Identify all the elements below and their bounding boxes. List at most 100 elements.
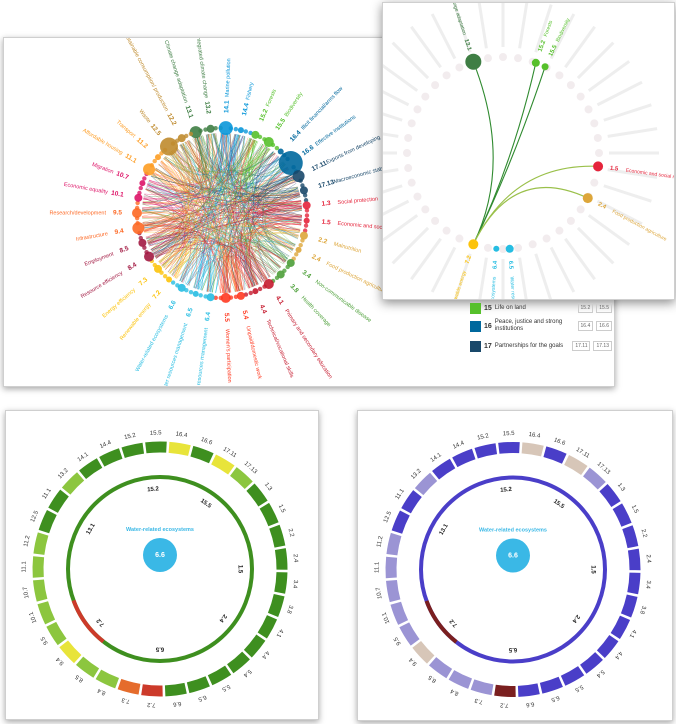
outer-ring-label: 2.2 <box>287 528 295 538</box>
goal-code-label: 11.1 <box>124 153 138 166</box>
chord-line <box>146 184 205 289</box>
node-dot <box>177 283 186 292</box>
faded-label-bar <box>453 253 472 299</box>
legend-row[interactable]: 17 Partnerships for the goals 17.11 17.1… <box>470 336 612 356</box>
goal-code-label: 6.4 <box>204 311 212 321</box>
chord-line <box>151 144 264 252</box>
outer-ring-label: 2.4 <box>645 554 652 563</box>
chord-line <box>173 241 240 292</box>
goal-code-label: 10.1 <box>110 190 124 199</box>
chord-line <box>226 134 256 286</box>
node-dot <box>137 190 142 196</box>
goal-name-label: Employment <box>84 251 115 268</box>
chord-line <box>174 148 274 275</box>
faded-dot <box>483 243 492 252</box>
node-dot <box>233 126 239 132</box>
node-dot <box>243 129 248 134</box>
faded-label-bar <box>430 246 457 293</box>
legend-row[interactable]: 16 Peace, justice and strong institution… <box>470 316 612 336</box>
outer-ring-segment <box>474 443 498 459</box>
outer-ring-segment <box>386 579 401 603</box>
outer-ring-segment <box>582 467 606 490</box>
outer-ring-segment <box>386 532 402 556</box>
faded-dot <box>442 71 451 80</box>
outer-ring-segment <box>61 472 85 495</box>
chord-line <box>147 155 279 198</box>
chord-line <box>142 169 179 204</box>
inner-ring-highlight <box>424 600 458 644</box>
outer-ring-segment <box>274 548 288 570</box>
legend-tag[interactable]: 16.4 <box>577 321 594 331</box>
goal-name-label: Marine pollution <box>225 58 233 97</box>
chord-line <box>251 222 302 231</box>
goal-code-label: 4.4 <box>258 304 268 315</box>
legend-text: Partnerships for the goals <box>494 342 564 349</box>
outer-ring-segment <box>46 621 67 646</box>
outer-ring-label: 1.3 <box>263 482 273 493</box>
chord-line <box>175 225 295 279</box>
outer-ring-label: 9.4 <box>55 655 66 666</box>
goal-code-label: 13.2 <box>203 101 212 115</box>
goal-code-label: 9.5 <box>113 210 122 217</box>
chord-line <box>251 178 295 257</box>
outer-ring-label: 11.1 <box>22 561 28 573</box>
outer-ring-label: 15.2 <box>477 433 490 442</box>
faded-label-bar <box>603 103 652 122</box>
zoom-detail-panel: 13.1 Climate change adaptation 15.2 Forests… <box>382 2 675 300</box>
goal-name-label: Forests <box>543 19 555 37</box>
chord-line <box>144 194 185 251</box>
faded-dot <box>431 216 440 225</box>
faded-dot <box>514 243 523 252</box>
outer-ring-segment <box>121 442 145 458</box>
outer-ring-label: 16.6 <box>200 437 214 447</box>
legend-tag[interactable]: 15.2 <box>577 303 594 313</box>
outer-ring-label: 3.8 <box>285 604 293 614</box>
chord-line <box>176 140 207 185</box>
outer-ring-segment <box>385 556 398 579</box>
legend-num: 16 <box>484 322 492 330</box>
outer-ring-segment <box>579 652 603 674</box>
chord-line <box>145 136 204 194</box>
outer-ring-label: 6.5 <box>550 694 560 703</box>
faded-label-bar <box>596 199 643 226</box>
legend-tag[interactable]: 15.5 <box>596 303 612 313</box>
inner-ring-label: 1.5 <box>589 565 595 574</box>
chord-line <box>144 192 300 233</box>
outer-ring-label: 11.1 <box>42 487 54 500</box>
legend-tag[interactable]: 16.6 <box>596 321 612 331</box>
outer-ring-segment <box>207 665 232 686</box>
faded-dot <box>455 63 464 72</box>
outer-ring-label: 9.4 <box>408 656 419 667</box>
inner-ring <box>419 475 607 664</box>
node-dot <box>213 295 218 300</box>
outer-ring-label: 5.4 <box>594 668 605 678</box>
chord-line <box>142 143 205 223</box>
outer-ring-label: 8.4 <box>96 686 107 695</box>
node-dot <box>142 176 147 181</box>
chord-line <box>161 137 207 183</box>
goal-name-label: Biodiversity <box>555 17 572 43</box>
node-dot <box>192 290 199 297</box>
node-dot <box>218 295 223 301</box>
legend-tag[interactable]: 17.11 <box>572 341 591 351</box>
chord-line <box>150 132 223 195</box>
faded-label-bar <box>383 168 399 174</box>
chord-line <box>151 175 294 250</box>
node-dot <box>304 213 310 218</box>
inner-ring-label: 13.1 <box>439 523 450 537</box>
outer-ring-segment <box>448 670 473 689</box>
legend-row[interactable]: 15 Life on land 15.2 15.5 <box>470 300 612 316</box>
node-dot <box>276 270 285 279</box>
outer-ring-segment <box>190 445 214 464</box>
chord-line <box>193 133 224 288</box>
faded-label-bar <box>587 60 631 92</box>
center-node <box>496 538 530 573</box>
goal-code-label: 2.2 <box>317 236 328 245</box>
chord-line <box>142 209 193 254</box>
faded-label-bar <box>383 184 403 194</box>
node-dot <box>213 126 218 131</box>
legend-tag[interactable]: 17.13 <box>593 341 612 351</box>
outer-ring-label: 13.2 <box>410 468 423 481</box>
link-curve <box>472 186 588 245</box>
outer-ring-label: 2.4 <box>292 554 299 563</box>
